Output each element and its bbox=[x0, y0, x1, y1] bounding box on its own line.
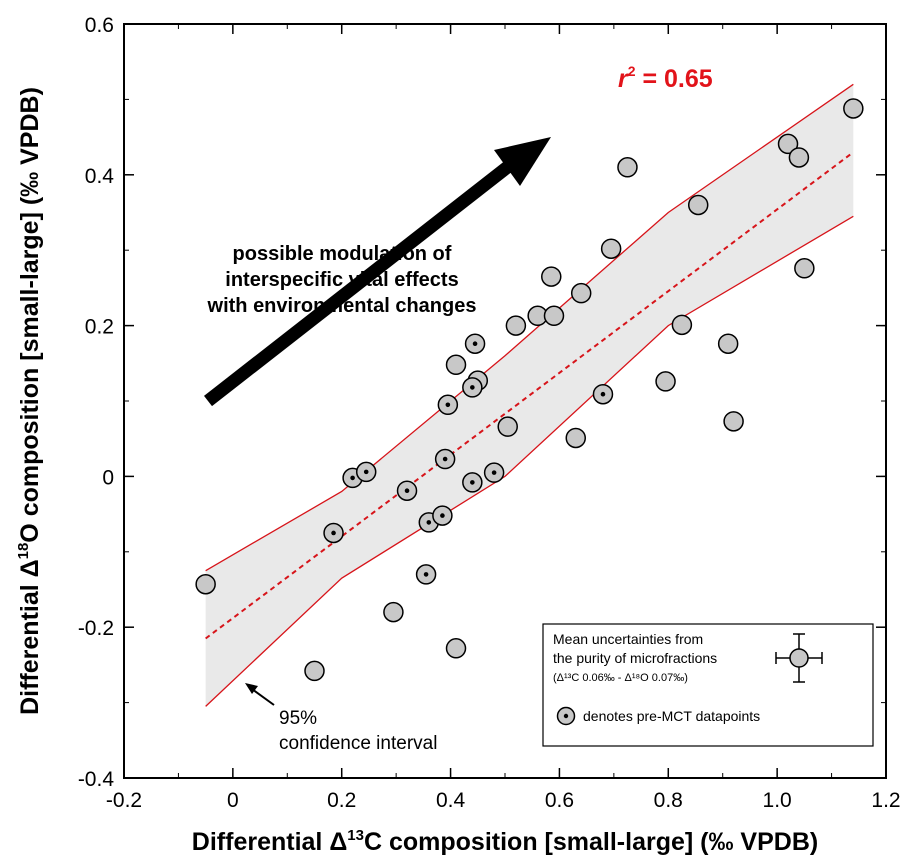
pre-mct-point bbox=[462, 472, 483, 493]
data-point bbox=[794, 258, 815, 279]
pre-mct-point bbox=[592, 383, 614, 405]
y-axis-title: Differential Δ18O composition [small-lar… bbox=[15, 87, 44, 715]
x-tick-label: 0.8 bbox=[654, 789, 683, 812]
data-point bbox=[687, 194, 709, 216]
pre-mct-point bbox=[355, 461, 377, 483]
legend-uncertainty-detail: (Δ¹³C 0.06‰ - Δ¹⁸O 0.07‰) bbox=[553, 672, 688, 684]
data-point bbox=[777, 133, 799, 155]
x-tick-label: 0.6 bbox=[545, 789, 574, 812]
pre-mct-point bbox=[415, 564, 437, 585]
data-point bbox=[655, 371, 676, 392]
confidence-band-layer bbox=[205, 83, 854, 707]
data-points-layer bbox=[195, 98, 864, 682]
ci-label-line-2: confidence interval bbox=[279, 733, 437, 754]
legend-box bbox=[542, 623, 874, 747]
legend-uncertainty-line-1: Mean uncertainties from bbox=[553, 631, 703, 647]
x-tick-label: 0.4 bbox=[436, 789, 466, 812]
legend-pre-mct-label: denotes pre-MCT datapoints bbox=[583, 708, 760, 724]
axis-ticks-layer: -0.2 0 0.2 0.4 0.6 0.8 1.0 1.2-0.4-0.200.20.40.… bbox=[78, 14, 901, 812]
pre-mct-point bbox=[323, 522, 344, 544]
data-point bbox=[570, 282, 592, 304]
x-tick-label: 0.2 bbox=[327, 789, 356, 812]
y-tick-label: 0.6 bbox=[85, 14, 114, 37]
data-point bbox=[445, 638, 467, 659]
data-point bbox=[541, 266, 562, 287]
pre-mct-point bbox=[432, 505, 453, 526]
data-point bbox=[304, 660, 325, 682]
annotation-line-1: possible modulation of bbox=[233, 243, 452, 265]
data-point bbox=[723, 411, 744, 432]
annotation-line-3: with environmental changes bbox=[207, 295, 477, 317]
ci-label-line-1: 95% bbox=[279, 708, 317, 729]
pre-mct-point bbox=[434, 448, 456, 470]
data-point bbox=[505, 315, 527, 336]
pre-mct-point bbox=[483, 462, 505, 483]
y-tick-label: 0.2 bbox=[85, 316, 114, 339]
legend-error-bar-marker bbox=[775, 633, 823, 683]
y-tick-label: -0.4 bbox=[78, 768, 115, 791]
data-point bbox=[445, 354, 467, 376]
data-point bbox=[600, 238, 622, 259]
data-point bbox=[195, 573, 216, 595]
x-tick-label: -0.2 bbox=[106, 789, 142, 812]
y-tick-label: -0.2 bbox=[78, 617, 114, 640]
ci-upper-line bbox=[205, 83, 854, 572]
pre-mct-point bbox=[462, 377, 483, 398]
data-point bbox=[788, 147, 810, 168]
pre-mct-point bbox=[464, 333, 486, 354]
data-point bbox=[617, 157, 638, 178]
data-point bbox=[671, 314, 693, 336]
y-tick-label: 0 bbox=[102, 466, 114, 489]
legend: Mean uncertainties from the purity of mi… bbox=[542, 623, 874, 747]
modulation-arrow bbox=[203, 137, 551, 407]
y-tick-label: 0.4 bbox=[85, 165, 115, 188]
data-point bbox=[383, 601, 404, 623]
legend-pre-mct-marker bbox=[556, 706, 576, 726]
annotation-line-2: interspecific vital effects bbox=[225, 269, 458, 291]
ci-pointer-arrow bbox=[245, 683, 275, 706]
r-squared-label: r2 = 0.65 bbox=[618, 63, 713, 93]
confidence-band bbox=[205, 84, 854, 707]
legend-uncertainty-line-2: the purity of microfractions bbox=[553, 650, 717, 666]
x-tick-label: 1.2 bbox=[871, 789, 900, 812]
x-axis-title: Differential Δ13C composition [small-lar… bbox=[192, 827, 818, 856]
pre-mct-point bbox=[437, 394, 459, 416]
data-point bbox=[497, 416, 518, 437]
data-point bbox=[717, 333, 739, 354]
x-tick-label: 1.0 bbox=[763, 789, 792, 812]
ci-lower-line bbox=[205, 215, 854, 707]
pre-mct-point bbox=[396, 480, 418, 501]
x-tick-label: 0 bbox=[227, 789, 239, 812]
data-point bbox=[543, 305, 565, 327]
data-point bbox=[843, 98, 864, 119]
data-point bbox=[565, 427, 587, 449]
